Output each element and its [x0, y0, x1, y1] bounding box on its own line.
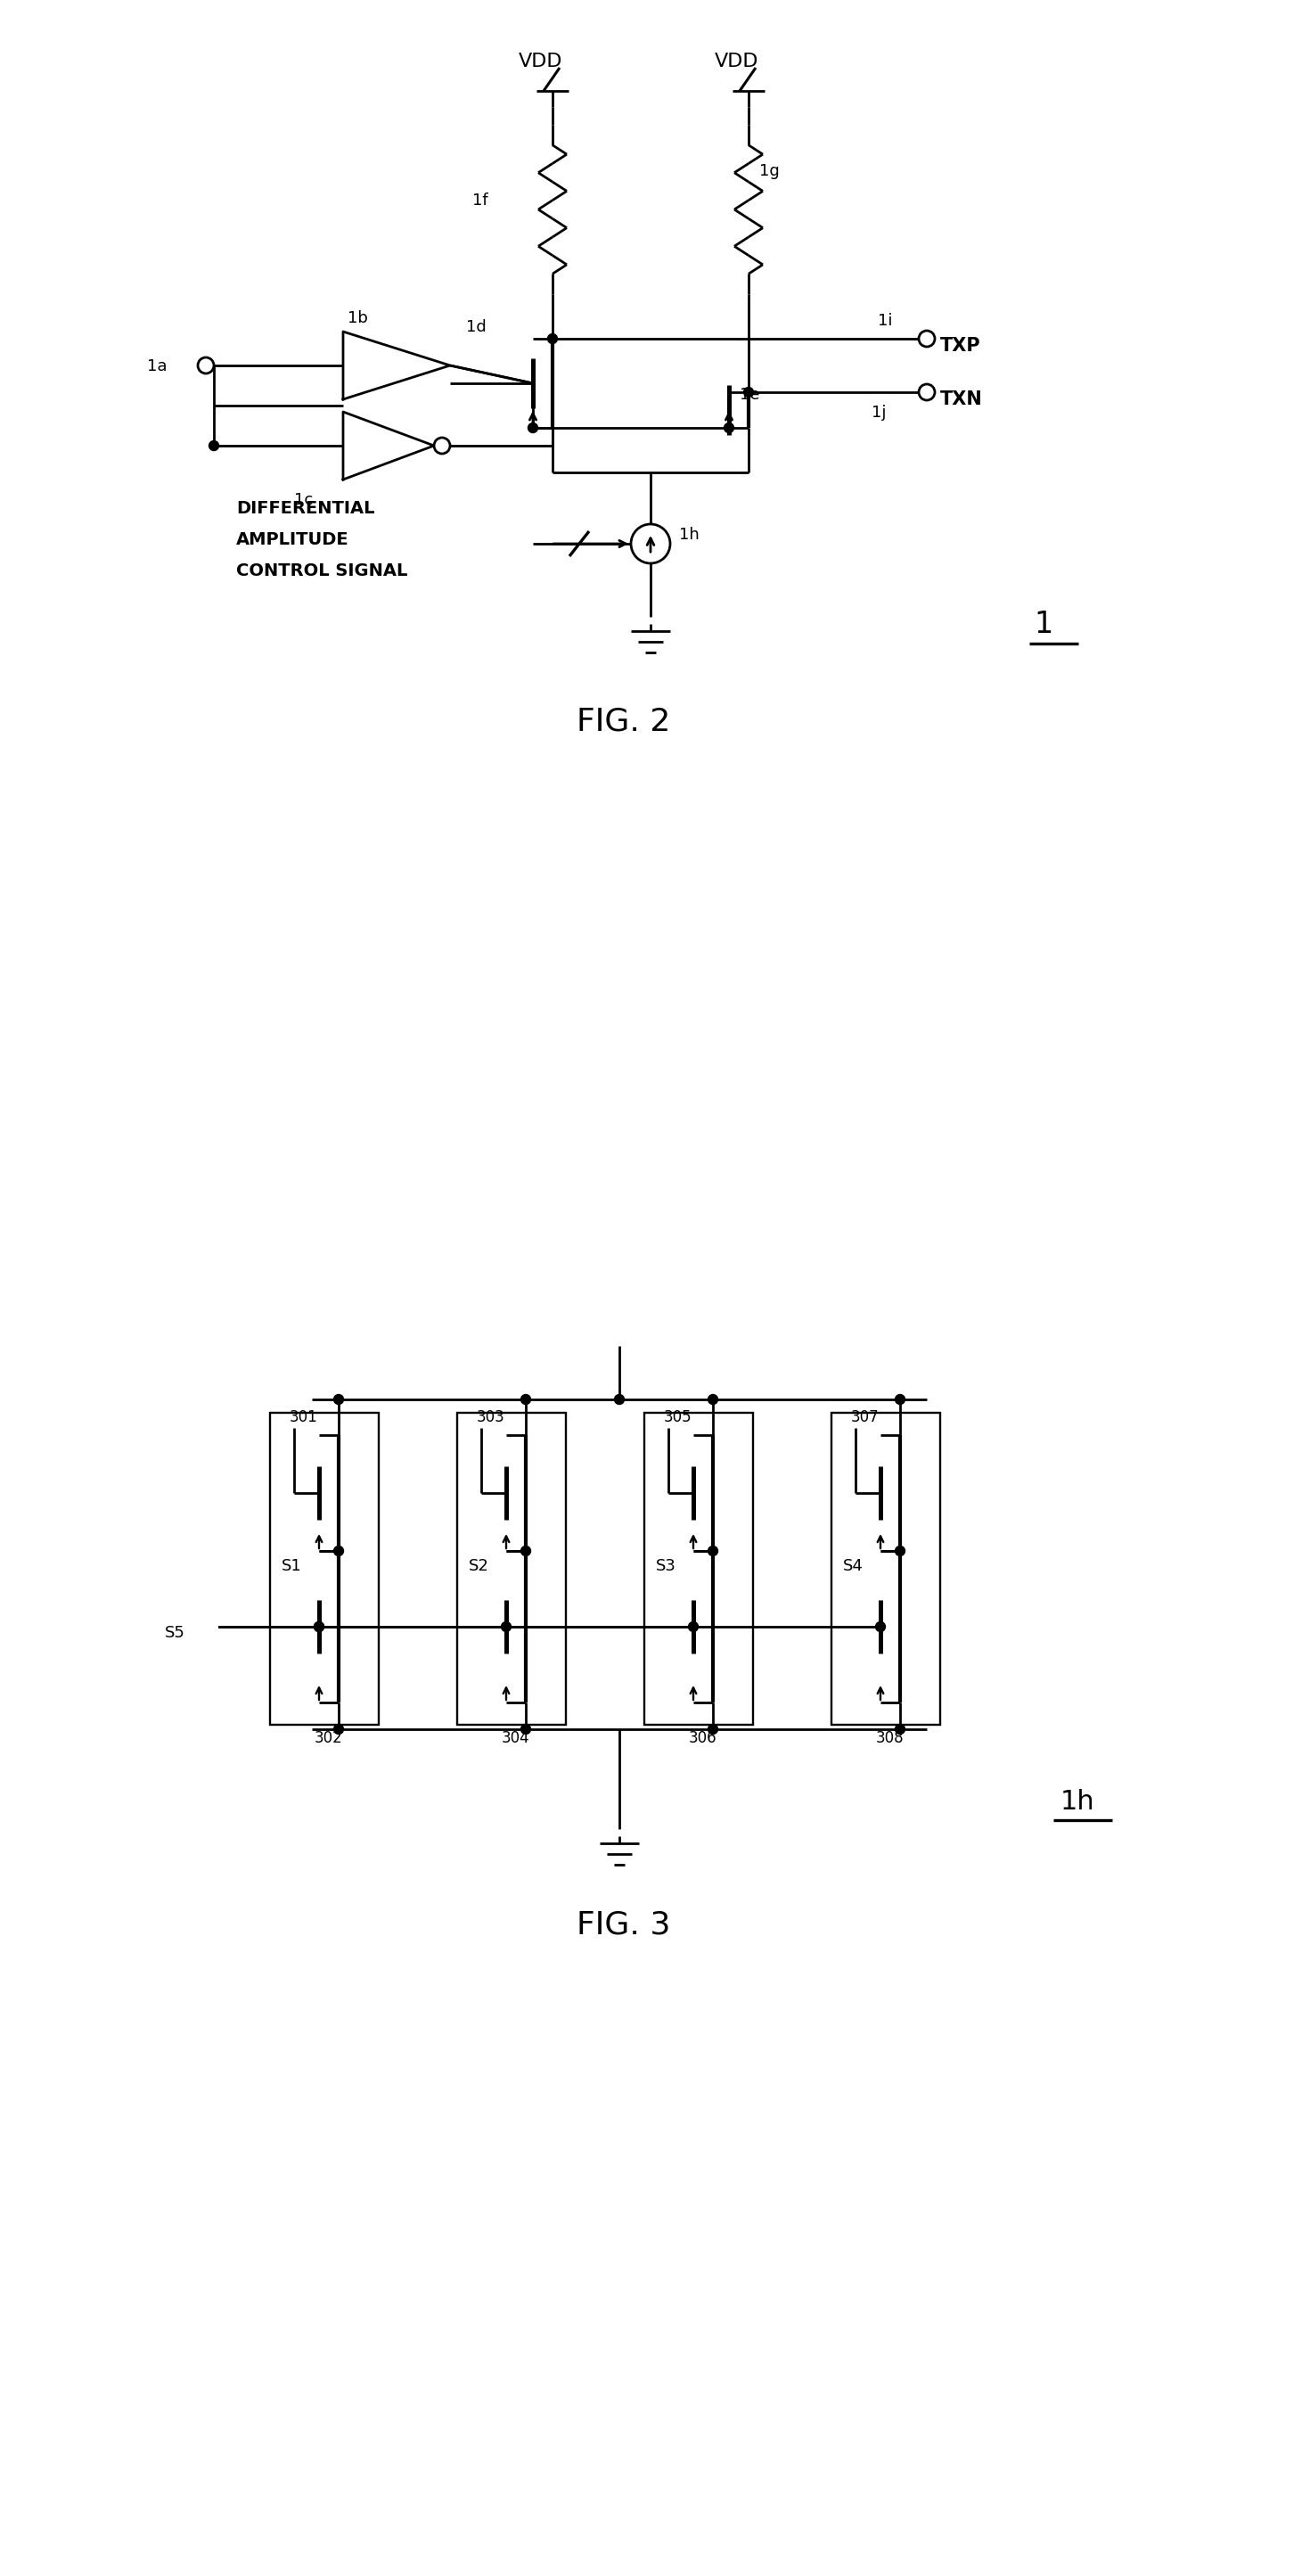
Circle shape — [198, 358, 214, 374]
Circle shape — [528, 422, 538, 433]
Circle shape — [707, 1723, 718, 1734]
Circle shape — [895, 1394, 905, 1404]
Circle shape — [314, 1623, 324, 1631]
Circle shape — [918, 330, 935, 348]
Circle shape — [614, 1394, 625, 1404]
Circle shape — [334, 1546, 343, 1556]
Text: 1b: 1b — [347, 309, 368, 327]
Circle shape — [875, 1623, 886, 1631]
Text: 302: 302 — [314, 1731, 343, 1747]
Text: 1f: 1f — [473, 193, 489, 209]
Text: 306: 306 — [689, 1731, 717, 1747]
Text: 307: 307 — [852, 1409, 879, 1425]
Circle shape — [707, 1394, 718, 1404]
Circle shape — [724, 422, 734, 433]
Circle shape — [521, 1394, 531, 1404]
Text: TXP: TXP — [941, 337, 981, 355]
Text: 304: 304 — [502, 1731, 531, 1747]
Circle shape — [744, 386, 753, 397]
Text: VDD: VDD — [519, 52, 563, 70]
Circle shape — [548, 335, 558, 343]
Text: 1d: 1d — [466, 319, 486, 335]
Text: 1h: 1h — [1061, 1788, 1095, 1814]
Circle shape — [689, 1623, 698, 1631]
Circle shape — [334, 1723, 343, 1734]
Text: TXN: TXN — [941, 392, 982, 407]
Text: S4: S4 — [844, 1558, 863, 1574]
Circle shape — [895, 1546, 905, 1556]
Text: FIG. 3: FIG. 3 — [576, 1911, 671, 1940]
Circle shape — [918, 384, 935, 399]
Text: 308: 308 — [876, 1731, 904, 1747]
Text: S2: S2 — [469, 1558, 489, 1574]
Text: 1h: 1h — [679, 526, 700, 544]
Circle shape — [502, 1623, 511, 1631]
Text: DIFFERENTIAL: DIFFERENTIAL — [236, 500, 375, 518]
Text: 1i: 1i — [878, 312, 892, 330]
Circle shape — [521, 1546, 531, 1556]
Circle shape — [314, 1623, 324, 1631]
Text: FIG. 2: FIG. 2 — [576, 706, 671, 737]
Circle shape — [334, 1394, 343, 1404]
Circle shape — [521, 1723, 531, 1734]
Circle shape — [707, 1546, 718, 1556]
Text: 1a: 1a — [147, 358, 168, 374]
Text: VDD: VDD — [715, 52, 758, 70]
Circle shape — [210, 440, 219, 451]
Text: 1j: 1j — [871, 404, 887, 420]
Text: CONTROL SIGNAL: CONTROL SIGNAL — [236, 562, 407, 580]
Text: S3: S3 — [656, 1558, 676, 1574]
Text: 301: 301 — [290, 1409, 318, 1425]
Text: 1c: 1c — [293, 492, 313, 507]
Text: AMPLITUDE: AMPLITUDE — [236, 531, 348, 549]
Text: 1e: 1e — [740, 386, 760, 402]
Text: 1g: 1g — [760, 162, 779, 180]
Text: 1: 1 — [1034, 611, 1053, 639]
Text: 303: 303 — [477, 1409, 506, 1425]
Text: 305: 305 — [664, 1409, 692, 1425]
Text: S1: S1 — [282, 1558, 301, 1574]
Circle shape — [895, 1723, 905, 1734]
Text: S5: S5 — [165, 1625, 185, 1641]
